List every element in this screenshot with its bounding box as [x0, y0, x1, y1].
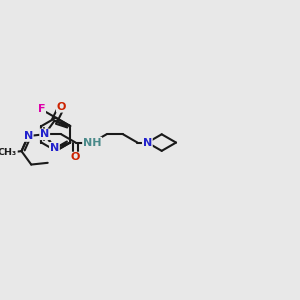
- Text: N: N: [24, 131, 33, 141]
- Text: F: F: [38, 104, 45, 114]
- Text: O: O: [71, 152, 80, 163]
- Text: N: N: [143, 138, 152, 148]
- Text: N: N: [40, 129, 49, 139]
- Text: CH₃: CH₃: [0, 148, 17, 157]
- Text: NH: NH: [83, 138, 101, 148]
- Text: O: O: [57, 102, 66, 112]
- Text: N: N: [50, 143, 59, 153]
